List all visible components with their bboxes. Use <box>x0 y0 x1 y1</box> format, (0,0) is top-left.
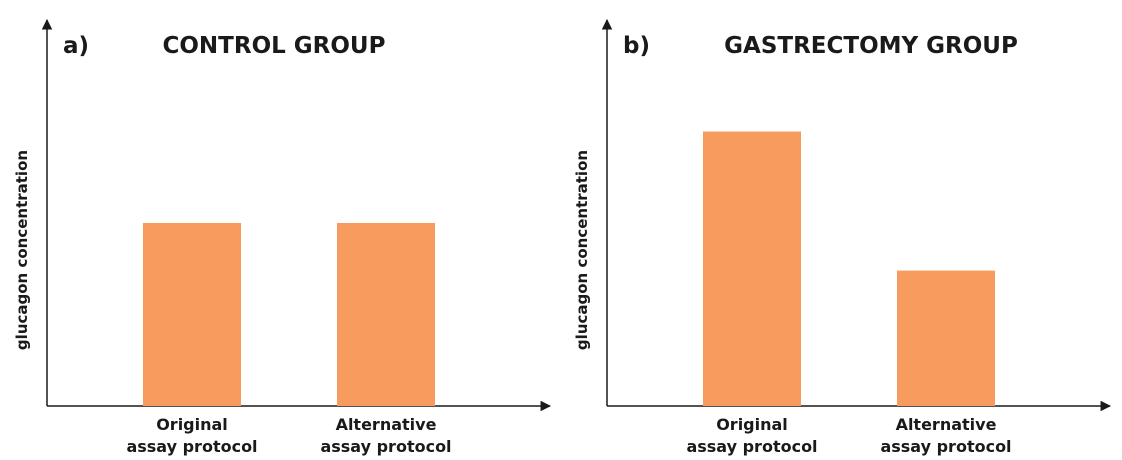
panel-b: b) GASTRECTOMY GROUP glucagon concentrat… <box>573 18 1112 456</box>
panel-a-bar-2 <box>337 223 435 406</box>
panel-b-bars <box>703 131 995 406</box>
panel-b-letter: b) <box>623 33 650 59</box>
panel-b-tick-label-1-line-2: assay protocol <box>686 437 817 456</box>
panel-b-tick-labels: Original assay protocol Alternative assay p… <box>686 415 1011 456</box>
panel-b-bar-1 <box>703 131 801 406</box>
panel-a-tick-label-2-line-1: Alternative <box>336 415 437 434</box>
panel-a-letter: a) <box>63 33 89 59</box>
panel-a-tick-label-1-line-2: assay protocol <box>126 437 257 456</box>
panel-a-tick-label-2-line-2: assay protocol <box>320 437 451 456</box>
panel-b-tick-label-2-line-2: assay protocol <box>880 437 1011 456</box>
panel-b-title: GASTRECTOMY GROUP <box>724 33 1018 59</box>
panel-a-tick-label-1-line-1: Original <box>156 415 228 434</box>
panel-b-bar-2 <box>897 270 995 406</box>
panel-a-tick-labels: Original assay protocol Alternative assay p… <box>126 415 451 456</box>
panel-a-bar-1 <box>143 223 241 406</box>
panel-a-bars <box>143 223 435 406</box>
panel-a: a) CONTROL GROUP glucagon concentration … <box>13 18 552 456</box>
panel-b-tick-label-2-line-1: Alternative <box>896 415 997 434</box>
panel-a-title: CONTROL GROUP <box>163 33 386 59</box>
panel-b-y-axis-label: glucagon concentration <box>573 150 591 350</box>
panel-a-y-axis-label: glucagon concentration <box>13 150 31 350</box>
panel-b-tick-label-1-line-1: Original <box>716 415 788 434</box>
